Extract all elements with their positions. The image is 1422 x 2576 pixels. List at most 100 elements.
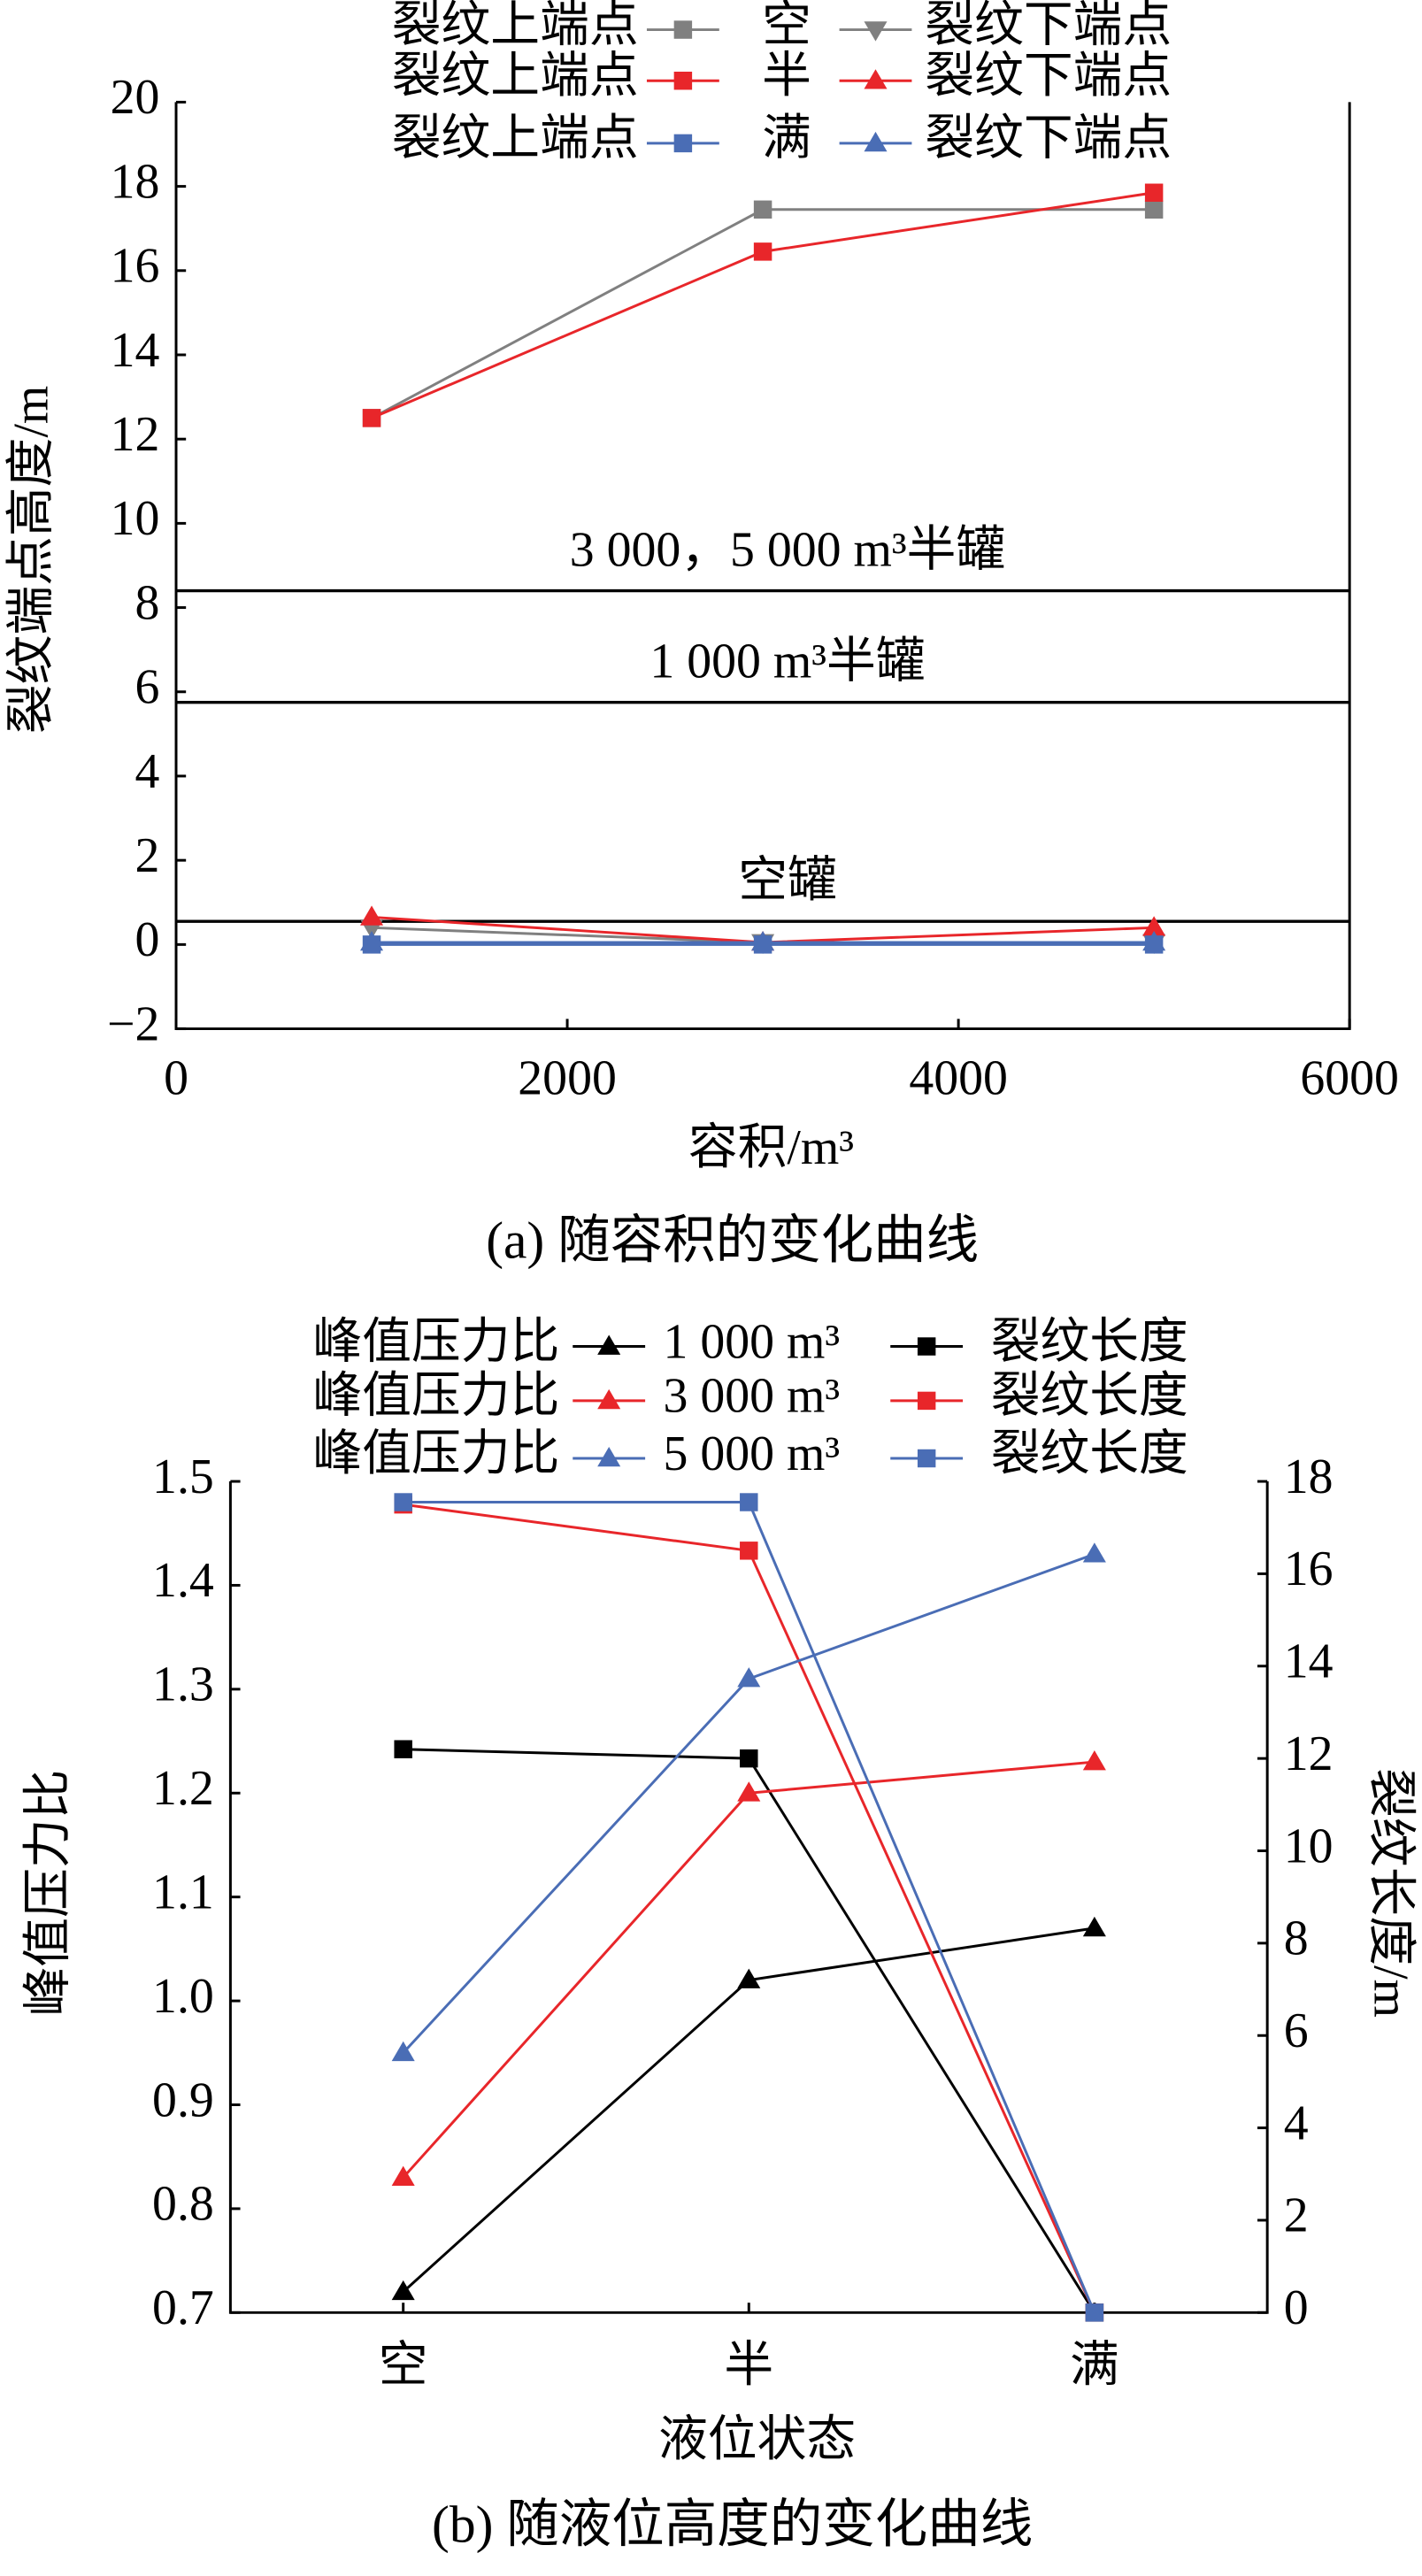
y-tick-label: 1.5 [152,1449,214,1504]
legend-name: 裂纹上端点 [392,111,639,166]
y-tick-label: 8 [135,575,160,630]
data-point [1082,1542,1106,1563]
y-tick-label: 10 [111,491,160,546]
legend-marker [597,1446,621,1467]
caption: (a) 随容积的变化曲线 [486,1211,979,1270]
legend-marker [864,21,888,42]
data-point [737,1968,761,1988]
legend-name: 峰值压力比 [312,1369,559,1424]
legend-label: 半 [762,49,811,104]
data-point [1082,1916,1106,1937]
legend-name: 裂纹下端点 [925,111,1172,166]
y-axis-label: 峰值压力比 [20,1770,75,2017]
data-point [740,1493,758,1511]
data-point [740,1749,758,1768]
data-point [1144,200,1164,219]
legend-marker [673,20,693,39]
data-point [753,200,772,219]
y-tick-label: 1.1 [152,1865,214,1919]
legend-name: 峰值压力比 [312,1426,559,1481]
series-line [403,1501,1096,2313]
x-axis-label: 容积/m³ [688,1120,854,1175]
data-point [362,409,381,427]
y-tick-label: 1.3 [152,1657,214,1712]
y-tick-label: 0 [135,912,160,967]
data-point [391,2041,415,2062]
x-tick-label: 2000 [518,1051,617,1106]
y2-tick-label: 0 [1284,2280,1309,2335]
x-tick-label: 6000 [1300,1051,1399,1106]
y-tick-label: 14 [111,323,160,378]
y2-tick-label: 12 [1284,1726,1334,1781]
data-point [394,1493,412,1511]
y2-tick-label: 8 [1284,1911,1309,1966]
legend-marker [917,1391,936,1411]
data-point [1142,930,1166,951]
x-tick-label: 空 [379,2338,428,2393]
legend-name: 裂纹上端点 [392,49,639,104]
y2-tick-label: 14 [1284,1634,1334,1689]
legend-marker [864,69,888,89]
data-point [1085,2303,1104,2322]
legend-marker [917,1449,936,1468]
data-point [737,1667,761,1688]
series-line [371,208,1155,419]
reference-label: 空罐 [738,853,837,908]
y-tick-label: 2 [135,828,160,883]
y-axis-label: 裂纹端点高度/m [4,386,59,734]
data-point [753,242,772,261]
y-tick-label: 20 [111,70,160,125]
y-tick-label: 16 [111,239,160,294]
legend-name: 裂纹长度 [991,1369,1188,1424]
data-point [737,1781,761,1802]
x-tick-label: 半 [724,2338,773,2393]
legend-marker [673,71,693,90]
legend-name: 裂纹下端点 [925,49,1172,104]
x-tick-label: 满 [1070,2338,1119,2393]
data-point [394,1740,412,1758]
data-point [1144,183,1164,202]
legend-name: 裂纹下端点 [925,0,1172,52]
data-point [391,2165,415,2186]
y2-axis-label: 裂纹长度/m [1363,1768,1418,2018]
y2-tick-label: 2 [1284,2188,1309,2243]
x-tick-label: 4000 [909,1051,1008,1106]
y-tick-label: 4 [135,744,160,799]
legend-name: 峰值压力比 [312,1314,559,1369]
caption: (b) 随液位高度的变化曲线 [432,2495,1033,2553]
data-point [391,2280,415,2301]
y-tick-label: 1.4 [152,1553,214,1608]
legend-label: 满 [762,111,811,166]
series-line [403,1748,1096,2314]
axes [174,102,1351,1031]
series-line [371,191,1155,419]
legend-marker [597,1388,621,1410]
reference-label: 1 000 m³半罐 [650,634,925,689]
y-tick-label: 6 [135,660,160,715]
y2-tick-label: 10 [1284,1819,1334,1873]
legend-marker [597,1334,621,1355]
y-tick-label: −2 [107,996,159,1051]
y2-tick-label: 16 [1284,1542,1334,1596]
y-tick-label: 18 [111,154,160,209]
data-point [1082,1750,1106,1771]
legend-label: 5 000 m³ [664,1426,841,1481]
data-point [360,930,384,951]
data-point [740,1542,758,1560]
x-axis-label: 液位状态 [658,2412,856,2467]
y2-tick-label: 18 [1284,1449,1334,1504]
y-tick-label: 0.9 [152,2072,214,2127]
y2-tick-label: 6 [1284,2003,1309,2058]
y-tick-label: 0.7 [152,2280,214,2335]
series-line [403,1503,1096,2313]
x-tick-label: 0 [164,1051,188,1106]
legend-label: 空 [762,0,811,52]
legend-marker [917,1337,936,1356]
y-tick-label: 1.2 [152,1761,214,1816]
legend-marker [673,134,693,153]
axes [228,1481,1269,2314]
legend-label: 1 000 m³ [664,1314,841,1369]
legend-name: 裂纹长度 [991,1314,1188,1369]
